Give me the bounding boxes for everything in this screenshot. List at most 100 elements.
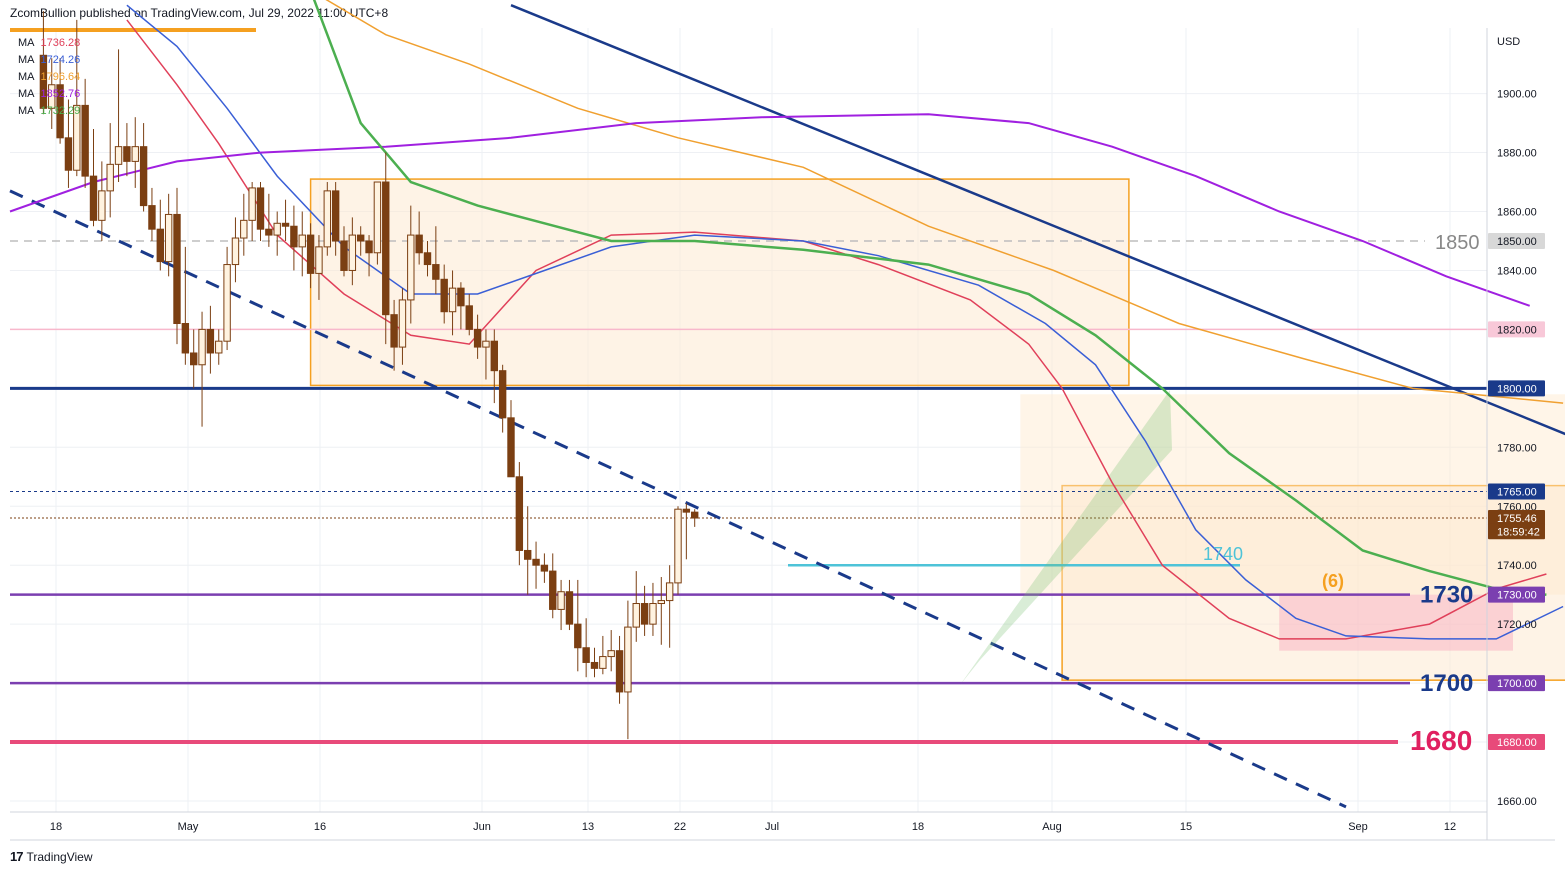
candles bbox=[39, 11, 699, 740]
candle-body-44 bbox=[407, 234, 415, 301]
level-label-1700: 1700 bbox=[1420, 670, 1473, 697]
price-tag-bg-5 bbox=[1488, 523, 1545, 540]
price-tag-7: 1700.00 bbox=[1497, 678, 1537, 690]
y-axis-unit: USD bbox=[1497, 36, 1520, 48]
candle-body-14 bbox=[156, 228, 165, 263]
legend-value-1: 1736.28 bbox=[40, 37, 81, 49]
legend-row-1: MA 1736.28 bbox=[18, 35, 80, 52]
candle-body-65 bbox=[582, 647, 590, 663]
candle-body-3 bbox=[64, 137, 73, 171]
candle-body-72 bbox=[640, 603, 649, 625]
candle-body-57 bbox=[515, 476, 524, 551]
candle-body-11 bbox=[131, 146, 139, 162]
x-tick-1: May bbox=[178, 821, 199, 833]
candle-body-74 bbox=[657, 600, 665, 605]
candle-body-12 bbox=[139, 146, 148, 207]
candle-body-48 bbox=[440, 278, 448, 313]
legend-row-4: MA 1852.76 bbox=[18, 86, 80, 103]
ma-line-3 bbox=[325, 0, 1564, 404]
ma-line-2 bbox=[126, 4, 1564, 640]
x-tick-0: 18 bbox=[50, 821, 62, 833]
annotations: 1740 (6) 1850 1730 1700 1680 bbox=[1203, 232, 1480, 756]
candle-body-67 bbox=[599, 656, 607, 669]
range-box-0 bbox=[309, 178, 1130, 387]
y-tick-1: 1880.00 bbox=[1497, 148, 1537, 160]
legend-label-3: MA bbox=[18, 71, 35, 83]
candle-body-42 bbox=[390, 314, 398, 348]
candle-body-41 bbox=[382, 181, 390, 316]
projection-channel bbox=[960, 390, 1172, 685]
ma-legend: MA 1736.28 MA 1724.26 MA 1796.64 MA 1852.76 … bbox=[18, 35, 80, 120]
candle-body-43 bbox=[398, 299, 407, 348]
x-tick-8: Aug bbox=[1042, 821, 1062, 833]
price-tag-bg-4 bbox=[1488, 510, 1545, 527]
price-tag-2: 1800.00 bbox=[1497, 383, 1537, 395]
candle-body-52 bbox=[473, 328, 482, 348]
annotation-1740: 1740 bbox=[1203, 544, 1243, 564]
ma-line-4 bbox=[9, 113, 1531, 307]
candle-body-17 bbox=[181, 323, 190, 354]
candle-body-49 bbox=[448, 287, 457, 313]
ma-line-1 bbox=[126, 19, 1547, 640]
candle-body-51 bbox=[465, 305, 473, 330]
level-label-1680: 1680 bbox=[1410, 725, 1472, 756]
annotation-wave-6: (6) bbox=[1322, 571, 1344, 591]
horizontal-levels bbox=[10, 28, 1487, 745]
candle-body-39 bbox=[365, 240, 373, 254]
legend-label-5: MA bbox=[18, 105, 35, 117]
candle-body-0 bbox=[39, 54, 48, 109]
price-tag-bg-3 bbox=[1488, 483, 1545, 500]
candle-body-27 bbox=[265, 228, 273, 236]
price-tag-1: 1820.00 bbox=[1497, 324, 1537, 336]
candle-body-64 bbox=[574, 623, 582, 649]
candle-body-60 bbox=[540, 564, 549, 572]
y-tick-7: 1720.00 bbox=[1497, 619, 1537, 631]
x-tick-3: Jun bbox=[473, 821, 491, 833]
candle-body-35 bbox=[331, 190, 340, 242]
candle-body-26 bbox=[256, 187, 265, 230]
candle-body-59 bbox=[532, 558, 540, 566]
candle-body-6 bbox=[89, 175, 98, 221]
candle-body-55 bbox=[498, 370, 507, 419]
candle-body-25 bbox=[248, 187, 256, 221]
candle-body-15 bbox=[164, 213, 173, 263]
candle-body-4 bbox=[73, 104, 81, 171]
candle-body-20 bbox=[206, 328, 215, 354]
candle-body-31 bbox=[298, 234, 306, 248]
x-tick-10: Sep bbox=[1348, 821, 1368, 833]
candle-body-61 bbox=[549, 570, 557, 610]
candle-body-13 bbox=[148, 205, 156, 230]
tradingview-logo-icon: 17 bbox=[10, 849, 24, 864]
candle-body-2 bbox=[56, 84, 64, 139]
trendline-solid bbox=[510, 4, 1565, 436]
candle-body-34 bbox=[323, 190, 332, 248]
candle-body-1 bbox=[48, 84, 56, 109]
y-tick-3: 1840.00 bbox=[1497, 265, 1537, 277]
candle-body-8 bbox=[106, 163, 114, 192]
legend-label-4: MA bbox=[18, 88, 35, 100]
candle-body-56 bbox=[507, 417, 515, 478]
candle-body-70 bbox=[624, 626, 632, 693]
legend-row-5: MA 1732.29 bbox=[18, 103, 80, 120]
trendlines bbox=[9, 4, 1565, 809]
candle-body-16 bbox=[173, 213, 181, 325]
candle-body-32 bbox=[306, 234, 315, 274]
legend-label-2: MA bbox=[18, 54, 35, 66]
candle-body-71 bbox=[632, 603, 640, 628]
price-tag-8: 1680.00 bbox=[1497, 737, 1537, 749]
price-tag-4: 1755.46 bbox=[1497, 513, 1537, 525]
footer-brand: TradingView bbox=[26, 849, 93, 864]
level-label-1850: 1850 bbox=[1435, 232, 1480, 254]
candle-body-62 bbox=[557, 591, 565, 610]
price-tag-bg-6 bbox=[1488, 586, 1545, 603]
candle-body-63 bbox=[565, 591, 574, 625]
candle-body-40 bbox=[373, 181, 382, 254]
legend-row-3: MA 1796.64 bbox=[18, 69, 80, 86]
candle-body-73 bbox=[649, 603, 657, 625]
candle-body-75 bbox=[665, 582, 674, 602]
y-tick-4: 1780.00 bbox=[1497, 442, 1537, 454]
candle-body-47 bbox=[432, 264, 440, 280]
candle-body-50 bbox=[457, 287, 465, 307]
candle-body-66 bbox=[590, 661, 599, 669]
